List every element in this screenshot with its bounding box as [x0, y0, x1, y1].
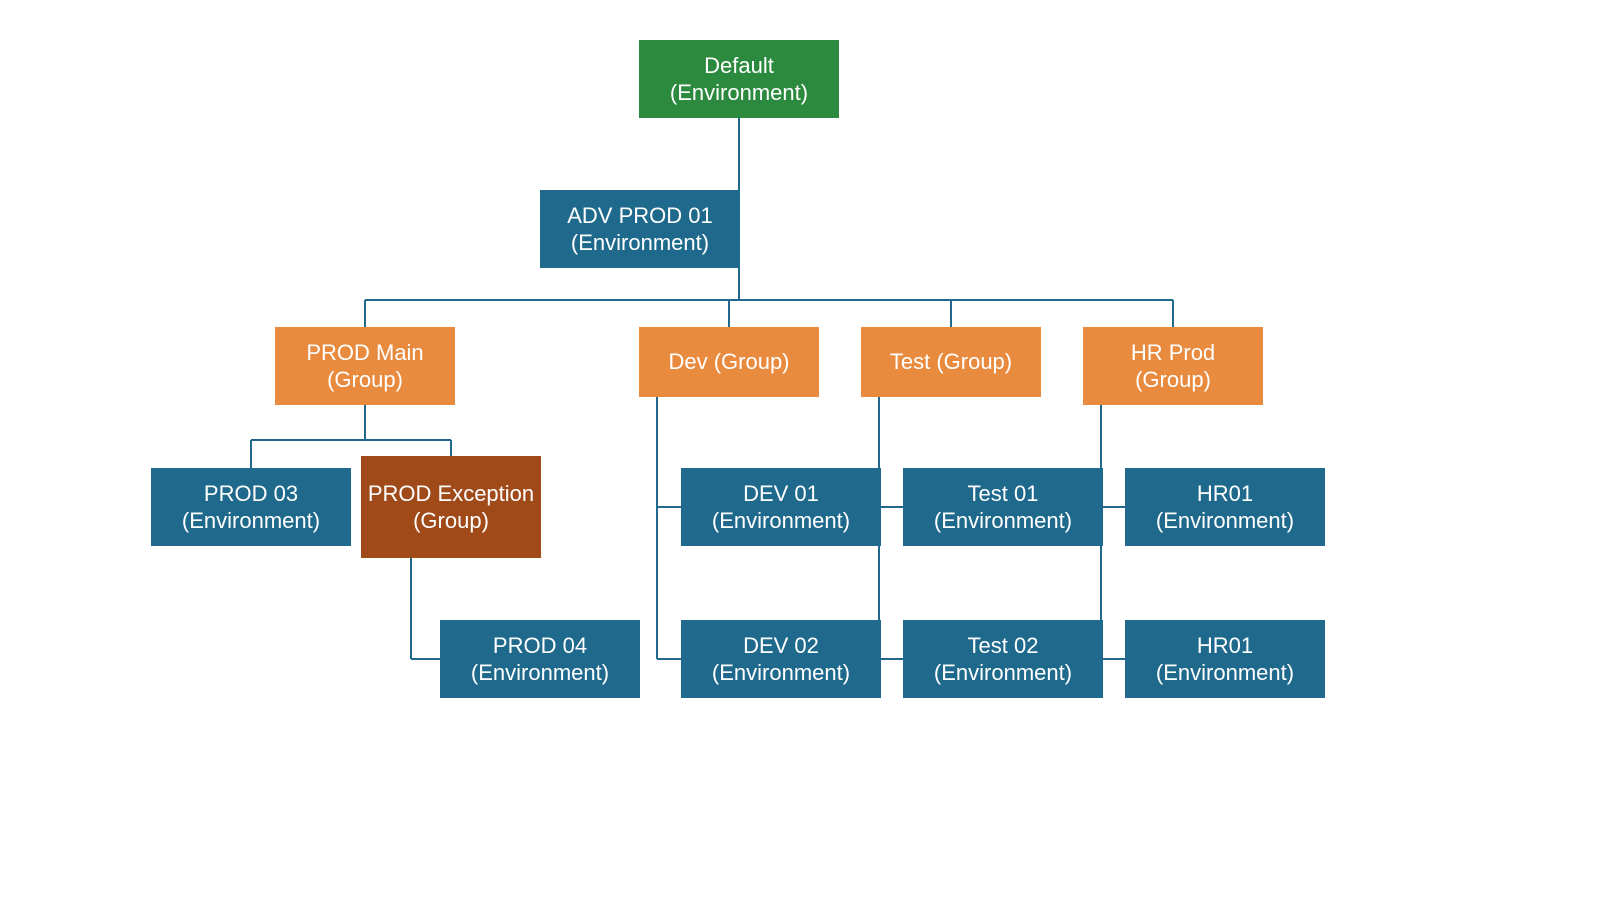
node-sublabel: (Environment): [1156, 659, 1294, 687]
node-sublabel: (Environment): [712, 507, 850, 535]
node-hr01_a: HR01(Environment): [1125, 468, 1325, 546]
node-test_group: Test (Group): [861, 327, 1041, 397]
node-sublabel: (Environment): [471, 659, 609, 687]
node-prod_exc: PROD Exception(Group): [361, 456, 541, 558]
node-sublabel: (Environment): [934, 659, 1072, 687]
node-prod_main: PROD Main(Group): [275, 327, 455, 405]
node-label: PROD Exception: [368, 480, 534, 508]
node-label: ADV PROD 01: [567, 202, 713, 230]
node-test_01: Test 01(Environment): [903, 468, 1103, 546]
node-sublabel: (Environment): [1156, 507, 1294, 535]
node-prod_04: PROD 04(Environment): [440, 620, 640, 698]
node-prod_03: PROD 03(Environment): [151, 468, 351, 546]
node-sublabel: (Group): [413, 507, 489, 535]
node-label: Default: [704, 52, 774, 80]
node-dev_group: Dev (Group): [639, 327, 819, 397]
node-dev_01: DEV 01(Environment): [681, 468, 881, 546]
node-label: Dev (Group): [668, 348, 789, 376]
node-hr01_b: HR01(Environment): [1125, 620, 1325, 698]
node-label: DEV 02: [743, 632, 819, 660]
node-label: PROD 04: [493, 632, 587, 660]
node-label: HR01: [1197, 632, 1253, 660]
node-hr_prod: HR Prod(Group): [1083, 327, 1263, 405]
node-sublabel: (Environment): [712, 659, 850, 687]
node-label: Test 01: [968, 480, 1039, 508]
node-label: PROD 03: [204, 480, 298, 508]
node-label: Test (Group): [890, 348, 1012, 376]
node-sublabel: (Environment): [571, 229, 709, 257]
node-label: HR01: [1197, 480, 1253, 508]
node-test_02: Test 02(Environment): [903, 620, 1103, 698]
node-label: PROD Main: [306, 339, 423, 367]
node-label: Test 02: [968, 632, 1039, 660]
node-default: Default(Environment): [639, 40, 839, 118]
node-sublabel: (Environment): [934, 507, 1072, 535]
node-sublabel: (Group): [1135, 366, 1211, 394]
node-dev_02: DEV 02(Environment): [681, 620, 881, 698]
node-label: DEV 01: [743, 480, 819, 508]
node-adv_prod_01: ADV PROD 01(Environment): [540, 190, 740, 268]
node-sublabel: (Environment): [670, 79, 808, 107]
node-sublabel: (Group): [327, 366, 403, 394]
node-sublabel: (Environment): [182, 507, 320, 535]
connector-layer: [0, 0, 1600, 900]
node-label: HR Prod: [1131, 339, 1215, 367]
